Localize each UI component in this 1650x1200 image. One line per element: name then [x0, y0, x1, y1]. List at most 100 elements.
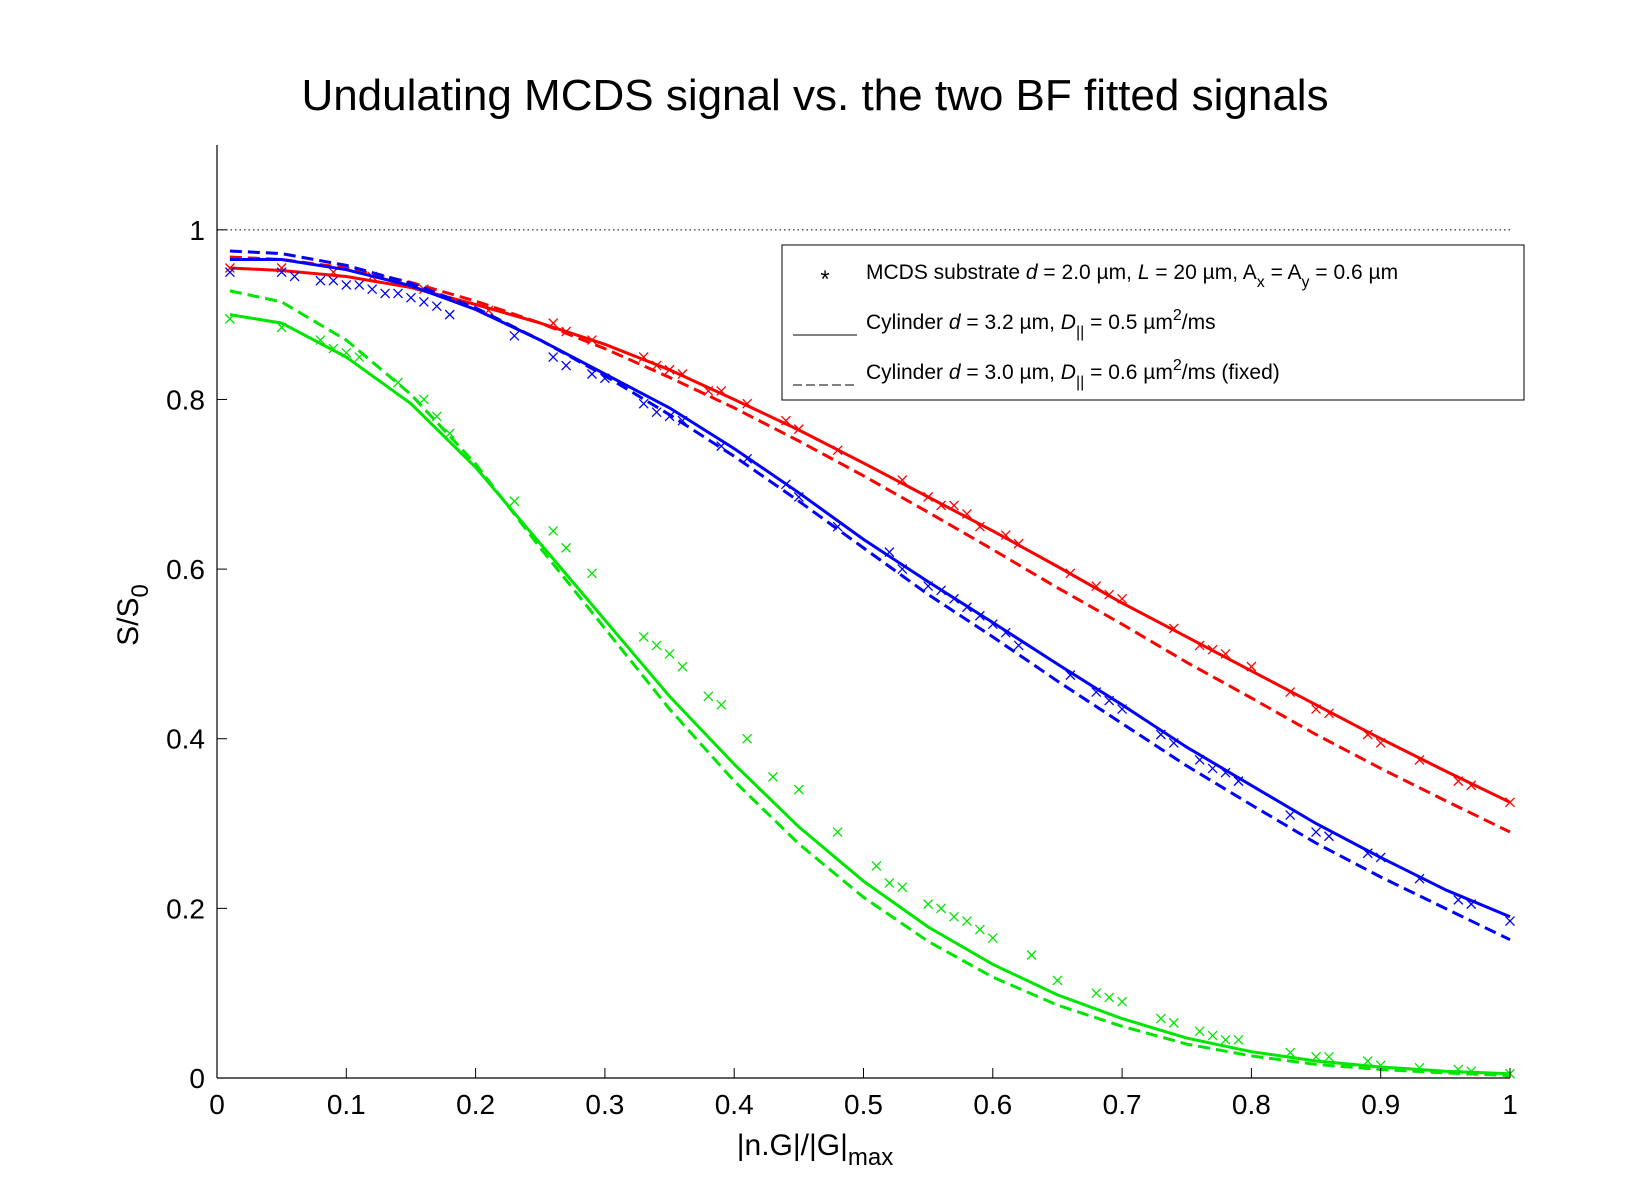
data-point — [276, 267, 287, 278]
data-point — [768, 771, 778, 782]
data-point — [716, 441, 727, 452]
data-point — [1466, 1066, 1477, 1077]
x-tick-label: 0.3 — [585, 1089, 624, 1120]
data-point — [548, 318, 559, 329]
data-point — [405, 292, 416, 303]
data-point — [1104, 992, 1115, 1003]
data-point — [548, 525, 559, 536]
data-point — [974, 924, 985, 935]
data-point — [780, 479, 791, 490]
x-tick-label: 0.8 — [1232, 1089, 1271, 1120]
series-1 — [224, 249, 1515, 942]
data-point — [561, 360, 572, 371]
data-point — [1362, 729, 1373, 740]
y-tick-label: 0.4 — [166, 724, 205, 755]
data-point — [1324, 1051, 1334, 1062]
data-point — [1311, 827, 1322, 837]
legend-entry-label: Cylinder d = 3.2 µm, D|| = 0.5 µm2/ms — [866, 307, 1216, 341]
data-point — [1104, 695, 1115, 706]
data-point — [1168, 1017, 1179, 1028]
data-point — [380, 288, 391, 299]
y-tick-label: 0.2 — [166, 893, 205, 924]
data-point — [1194, 640, 1205, 651]
plot-area — [217, 229, 1515, 1079]
data-point — [1311, 704, 1322, 715]
data-point — [1375, 1060, 1386, 1071]
data-point — [1220, 767, 1231, 778]
data-point — [1155, 729, 1166, 740]
data-point — [1207, 1030, 1218, 1041]
data-point — [1013, 640, 1024, 651]
data-point — [1026, 950, 1037, 960]
data-point — [961, 916, 972, 927]
data-point — [276, 322, 287, 333]
data-point — [1414, 754, 1425, 765]
data-point — [871, 860, 882, 871]
data-point — [884, 547, 895, 558]
data-point — [418, 394, 429, 405]
y-tick-label: 0.6 — [166, 554, 205, 585]
data-point — [1285, 687, 1296, 698]
data-point — [897, 475, 908, 485]
data-point — [1233, 776, 1244, 787]
data-point — [328, 275, 339, 286]
legend: * MCDS substrate d = 2.0 µm, L = 20 µm, A… — [781, 244, 1525, 401]
data-point — [418, 296, 429, 307]
data-point — [1000, 530, 1011, 541]
data-point — [1233, 1034, 1244, 1045]
data-point — [1065, 670, 1076, 681]
data-point — [742, 733, 753, 744]
data-point — [832, 521, 843, 532]
x-tick-label: 0.1 — [327, 1089, 366, 1120]
data-point — [793, 492, 804, 502]
data-point — [509, 330, 520, 341]
data-point — [1453, 776, 1464, 787]
data-point — [987, 933, 998, 944]
legend-entry-label: MCDS substrate d = 2.0 µm, L = 20 µm, Ax… — [866, 261, 1398, 291]
data-point — [599, 373, 610, 384]
data-point — [638, 398, 649, 409]
data-point — [1285, 810, 1296, 821]
data-point — [1194, 754, 1205, 765]
x-tick-label: 0 — [209, 1089, 225, 1120]
data-point — [703, 386, 714, 396]
x-axis-label: |n.G|/|G|max — [737, 1129, 894, 1171]
x-tick-label: 1 — [1502, 1089, 1518, 1120]
data-point — [341, 347, 352, 358]
data-point — [677, 661, 688, 672]
data-point — [664, 364, 675, 375]
data-point — [780, 415, 791, 426]
y-tick-label: 0 — [189, 1063, 205, 1094]
data-point — [1466, 780, 1477, 791]
data-point — [638, 352, 649, 363]
data-point — [961, 602, 972, 613]
data-point — [224, 313, 235, 324]
data-point — [1505, 916, 1515, 927]
x-tick-label: 0.7 — [1103, 1089, 1142, 1120]
legend-entry-label: Cylinder d = 3.0 µm, D|| = 0.6 µm2/ms (f… — [866, 357, 1280, 391]
data-point — [1375, 738, 1386, 748]
data-point — [793, 784, 804, 795]
data-point — [742, 398, 753, 409]
data-point — [1013, 538, 1024, 549]
data-point — [832, 445, 843, 456]
data-point — [393, 377, 403, 388]
data-point — [1285, 1047, 1296, 1058]
data-point — [703, 691, 714, 702]
data-point — [561, 326, 572, 337]
data-point — [1505, 797, 1515, 808]
data-point — [1194, 1026, 1205, 1037]
data-point — [897, 882, 908, 893]
data-point — [561, 542, 572, 553]
data-point — [1207, 644, 1218, 655]
data-point — [1155, 1013, 1166, 1024]
data-point — [587, 369, 597, 379]
x-tick-label: 0.4 — [715, 1089, 754, 1120]
data-point — [1091, 581, 1102, 592]
fit-line-dashed — [229, 249, 1511, 942]
data-point — [1117, 704, 1128, 715]
data-point — [354, 352, 365, 363]
data-point — [1375, 852, 1386, 863]
data-point — [444, 309, 455, 320]
